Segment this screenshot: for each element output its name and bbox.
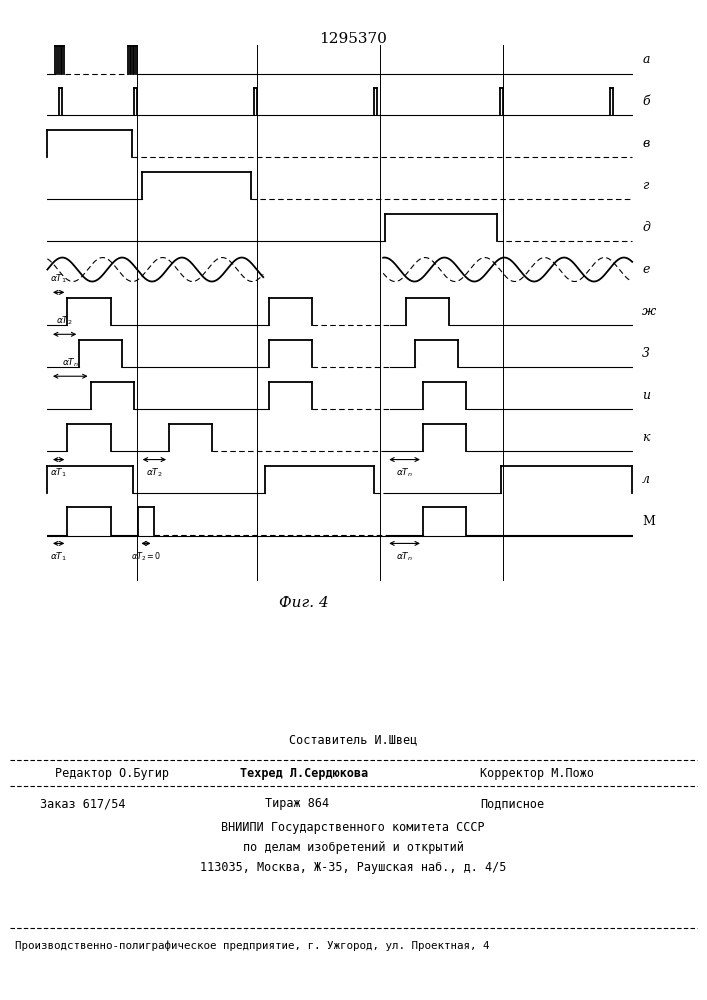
Text: б: б bbox=[642, 95, 650, 108]
Text: и: и bbox=[642, 389, 650, 402]
Text: $\alpha T_n$: $\alpha T_n$ bbox=[396, 467, 413, 479]
Text: Редактор О.Бугир: Редактор О.Бугир bbox=[55, 766, 169, 780]
Text: по делам изобретений и открытий: по делам изобретений и открытий bbox=[243, 842, 463, 854]
Text: 3: 3 bbox=[642, 347, 650, 360]
Text: в: в bbox=[642, 137, 650, 150]
Text: 1295370: 1295370 bbox=[320, 32, 387, 46]
Text: а: а bbox=[642, 53, 650, 66]
Text: Подписное: Подписное bbox=[480, 798, 544, 810]
Text: $\alpha T_2$: $\alpha T_2$ bbox=[146, 467, 163, 479]
Text: Корректор М.Пожо: Корректор М.Пожо bbox=[480, 766, 594, 780]
Text: $\alpha T_n$: $\alpha T_n$ bbox=[396, 550, 413, 563]
Text: М: М bbox=[642, 515, 655, 528]
Text: $\alpha T_1$: $\alpha T_1$ bbox=[50, 273, 67, 285]
Text: $\alpha T_1$: $\alpha T_1$ bbox=[50, 467, 67, 479]
Text: е: е bbox=[642, 263, 650, 276]
Text: 113035, Москва, Ж-35, Раушская наб., д. 4/5: 113035, Москва, Ж-35, Раушская наб., д. … bbox=[200, 861, 506, 874]
Text: Техред Л.Сердюкова: Техред Л.Сердюкова bbox=[240, 766, 368, 780]
Text: $\alpha T_n$: $\alpha T_n$ bbox=[62, 357, 78, 369]
Text: к: к bbox=[642, 431, 650, 444]
Text: Заказ 617/54: Заказ 617/54 bbox=[40, 798, 126, 810]
Text: Фиг. 4: Фиг. 4 bbox=[279, 596, 329, 610]
Text: Производственно-полиграфическое предприятие, г. Ужгород, ул. Проектная, 4: Производственно-полиграфическое предприя… bbox=[15, 941, 489, 951]
Text: $\alpha T_2{=}0$: $\alpha T_2{=}0$ bbox=[131, 550, 161, 563]
Text: ж: ж bbox=[642, 305, 656, 318]
Text: $\alpha T_1$: $\alpha T_1$ bbox=[50, 550, 67, 563]
Text: ВНИИПИ Государственного комитета СССР: ВНИИПИ Государственного комитета СССР bbox=[221, 822, 485, 834]
Text: д: д bbox=[642, 221, 650, 234]
Text: л: л bbox=[642, 473, 650, 486]
Text: $\alpha T_2$: $\alpha T_2$ bbox=[57, 315, 73, 327]
Text: г: г bbox=[642, 179, 648, 192]
Text: Тираж 864: Тираж 864 bbox=[265, 798, 329, 810]
Text: Составитель И.Швец: Составитель И.Швец bbox=[289, 734, 417, 746]
